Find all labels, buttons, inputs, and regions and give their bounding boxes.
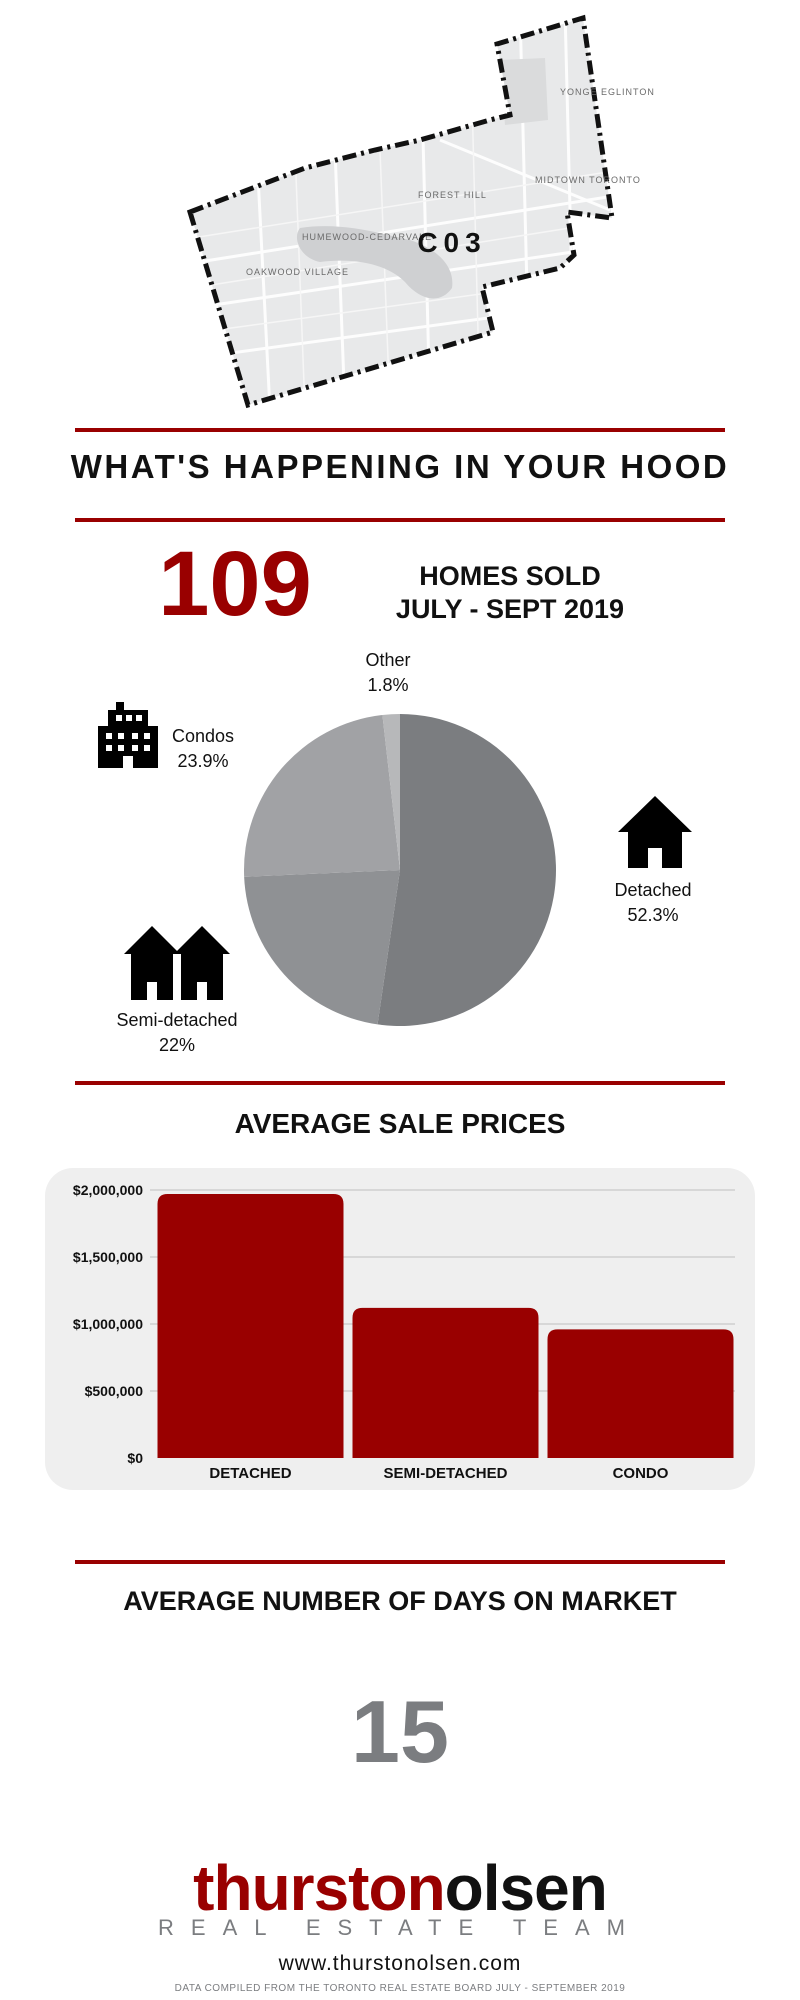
company-logo: thurstonolsen — [0, 1856, 800, 1920]
logo-wordmark-thurston: thurston — [193, 1852, 445, 1924]
pie-slice-semi-detached — [244, 870, 400, 1025]
homes-sold-count: 109 — [158, 533, 312, 635]
data-source-footnote: DATA COMPILED FROM THE TORONTO REAL ESTA… — [174, 1983, 626, 1994]
pie-slice-detached — [377, 714, 557, 1026]
detached-house-icon — [618, 796, 692, 868]
semi-detached-house-icon — [124, 926, 230, 1000]
pie-label-semi-name: Semi-detached — [116, 1010, 238, 1030]
chart-title: AVERAGE SALE PRICES — [234, 1108, 566, 1139]
bar-semi-detached — [352, 1307, 539, 1458]
pie-label-detached-name: Detached — [614, 880, 692, 900]
divider — [75, 428, 725, 432]
bar-condo — [547, 1329, 734, 1458]
days-on-market-title: AVERAGE NUMBER OF DAYS ON MARKET — [123, 1586, 677, 1616]
map-label-yonge: YONGE EGLINTON — [560, 87, 655, 97]
map-label-humewood: HUMEWOOD-CEDARVALE — [302, 232, 432, 242]
y-tick-label: $1,500,000 — [73, 1249, 143, 1265]
pie-label-condos-name: Condos — [171, 726, 235, 746]
logo-wordmark-olsen: olsen — [444, 1852, 608, 1924]
district-map: FOREST HILL HUMEWOOD-CEDARVALE OAKWOOD V… — [186, 14, 655, 409]
x-tick-label: DETACHED — [209, 1465, 291, 1482]
pie-label-other-value: 1.8% — [367, 675, 409, 695]
district-label: C03 — [417, 227, 486, 258]
pie-label-other: Other 1.8% — [308, 648, 468, 698]
website-link[interactable]: www.thurstonolsen.com — [278, 1952, 522, 1975]
pie-label-condos: Condos 23.9% — [123, 724, 283, 774]
y-tick-label: $2,000,000 — [73, 1182, 143, 1198]
divider — [75, 518, 725, 522]
section-title: WHAT'S HAPPENING IN YOUR HOOD — [70, 448, 730, 485]
bar-detached — [157, 1194, 344, 1458]
pie-label-detached-value: 52.3% — [627, 905, 679, 925]
homes-sold-period: JULY - SEPT 2019 — [395, 594, 625, 624]
homes-sold-label: HOMES SOLD JULY - SEPT 2019 — [360, 560, 660, 626]
pie-label-other-name: Other — [365, 650, 411, 670]
bar-chart: $0 $500,000 $1,000,000 $1,500,000 $2,000,000… — [73, 1182, 735, 1482]
pie-label-semi: Semi-detached 22% — [97, 1008, 257, 1058]
x-tick-label: SEMI-DETACHED — [384, 1465, 508, 1482]
homes-sold-line1: HOMES SOLD — [419, 561, 601, 591]
y-tick-label: $1,000,000 — [73, 1316, 143, 1332]
divider — [75, 1560, 725, 1564]
pie-label-detached: Detached 52.3% — [573, 878, 733, 928]
map-label-forest-hill: FOREST HILL — [418, 190, 487, 200]
pie-label-semi-value: 22% — [158, 1035, 196, 1055]
condo-building-icon — [98, 702, 158, 768]
days-on-market-value: 15 — [351, 1682, 449, 1781]
divider — [75, 1081, 725, 1085]
map-label-oakwood: OAKWOOD VILLAGE — [246, 267, 349, 277]
logo-tagline: REAL ESTATE TEAM — [158, 1915, 642, 1940]
pie-label-condos-value: 23.9% — [177, 751, 229, 771]
map-label-midtown: MIDTOWN TORONTO — [535, 175, 641, 185]
y-tick-label: $0 — [127, 1450, 143, 1466]
pie-slice-condos — [244, 714, 400, 877]
x-tick-label: CONDO — [613, 1465, 669, 1482]
pie-chart — [244, 714, 557, 1026]
pie-slice-other — [382, 714, 400, 870]
y-tick-label: $500,000 — [85, 1383, 144, 1399]
